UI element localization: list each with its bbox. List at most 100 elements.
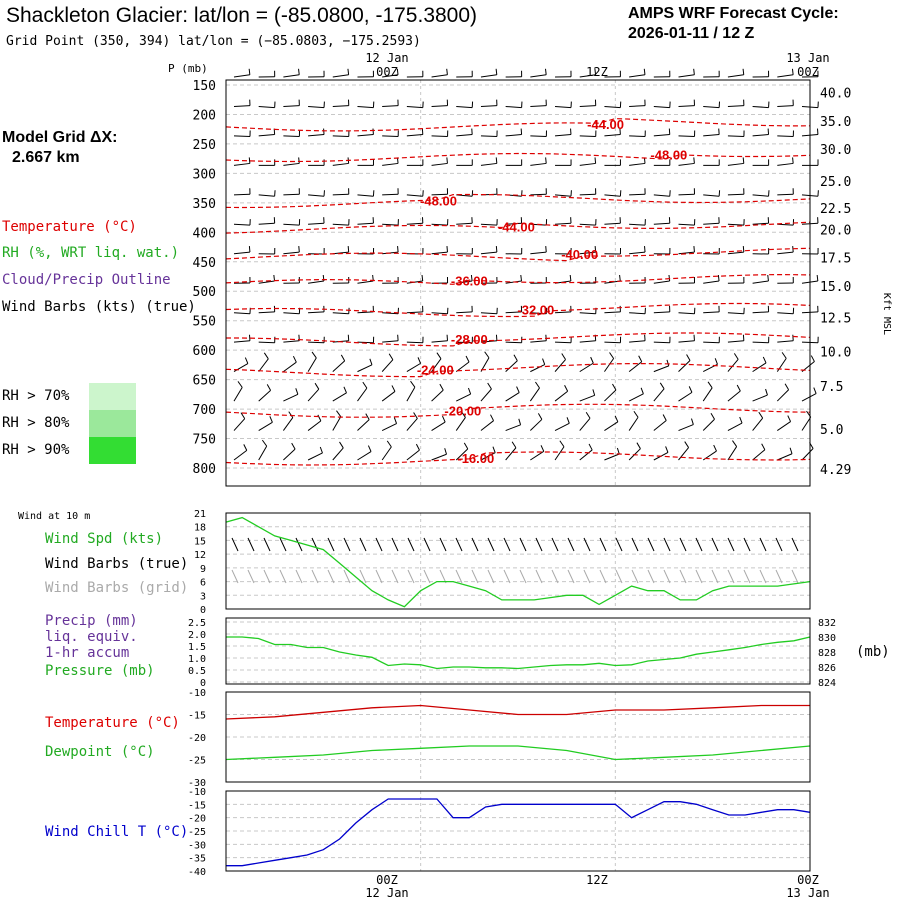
wind-barb-flag (244, 357, 249, 364)
wind-barb-flag (742, 157, 745, 164)
wind-chill-panel: Wind Chill T (°C) -10 -15 -20 -25 -30 -35 -40 (45, 787, 811, 878)
wind-barb-staff (382, 340, 399, 343)
wind-barb-staff (382, 105, 399, 107)
wind-barb-staff (604, 358, 615, 372)
wind-barbs-grid-label: Wind Barbs (grid) (45, 580, 188, 596)
wind-barb-flag (365, 413, 370, 420)
wind-barb-flag (397, 246, 399, 253)
precip-tick-label: 1.0 (188, 654, 206, 665)
wind-barb-flag (733, 353, 739, 360)
height-tick-label: 7.5 (820, 380, 843, 395)
top-hour-00z: 00Z (376, 65, 398, 79)
accum-label: 1-hr accum (45, 645, 129, 661)
wind-barb-flag (421, 274, 424, 282)
wind-barb-true (567, 537, 575, 552)
wind-chill-label: Wind Chill T (°C) (45, 824, 188, 840)
wind-barb-flag (765, 388, 768, 396)
wind-barb-flag (784, 383, 790, 391)
wind-barb-staff (308, 280, 325, 284)
wind-barb (703, 101, 721, 109)
wind-barb (431, 307, 449, 315)
wind-barb (406, 217, 424, 225)
wind-barb-flag (813, 387, 817, 394)
wind-barb (456, 128, 473, 137)
wind-barb-flag (569, 274, 572, 282)
wind-barb-staff (258, 105, 275, 109)
wind-barb-grid (599, 569, 607, 584)
wind-barb-staff (579, 417, 591, 431)
wind-barb-flag (520, 274, 522, 282)
wind-barb (628, 442, 641, 461)
wind-barb (703, 128, 720, 137)
wind-barb-staff (233, 105, 251, 107)
wind-barb (752, 388, 768, 402)
wind-barb-flag (470, 274, 473, 282)
wind-barb-staff (727, 105, 744, 107)
wind-barb (431, 246, 448, 255)
y-tick-label: 12 (194, 550, 206, 561)
wind-barb-flag (609, 352, 615, 359)
wind-barb-staff (431, 453, 447, 461)
wind-barb (727, 219, 745, 226)
wind-barb-staff (332, 193, 349, 196)
pressure-tick-label: 832 (818, 618, 836, 629)
height-axis-label: Kft MSL (881, 293, 892, 335)
wind-barb (752, 443, 766, 461)
wind-barb-flag (467, 387, 472, 395)
wind-barb-true (343, 537, 351, 552)
wind-barb-grid (775, 569, 783, 584)
wind-barb-grid (535, 569, 543, 584)
wind-barb-grid (647, 569, 655, 584)
wind-barb-flag (295, 388, 299, 395)
wind-barb-staff (530, 135, 547, 137)
wind-barb (678, 386, 693, 402)
isotherm-label: -40.00 (561, 247, 598, 262)
wind-barb-staff (678, 391, 693, 402)
wind-barb (258, 274, 276, 284)
wind-barb (777, 334, 794, 343)
wind-barb-true (711, 537, 719, 552)
wind-barb-staff (505, 222, 522, 225)
wind-barb (357, 358, 373, 373)
wind-barb (431, 448, 447, 461)
wind-barb (752, 274, 769, 284)
wind-barb (505, 248, 523, 255)
wind-barb-staff (258, 389, 271, 402)
wind-barb (752, 128, 770, 137)
wind-barb (282, 411, 294, 431)
pressure-tick-label: 700 (193, 403, 216, 418)
wind-barb-flag (693, 68, 695, 75)
y-tick-label: -35 (188, 854, 206, 865)
wind-barb (653, 128, 671, 137)
wind-barb-grid (279, 569, 287, 584)
wind-barb (480, 188, 498, 196)
wind-barb-flag (707, 381, 713, 389)
wind-barb-staff (727, 135, 744, 137)
wind-barb-true (535, 537, 543, 552)
wind-barb (604, 383, 617, 402)
wind-barb (505, 441, 517, 461)
wind-barb-staff (258, 222, 275, 225)
wind-barb-true (695, 537, 703, 552)
wind-barb-staff (727, 422, 743, 431)
wind-barb (530, 188, 547, 196)
wind-barb-staff (752, 280, 769, 284)
wind-barb (579, 412, 591, 431)
wind-barb (332, 441, 344, 461)
y-tick-label: -10 (188, 787, 206, 798)
wind-barb-grid (711, 569, 719, 584)
wind-barb (357, 128, 374, 137)
wind-barb (431, 130, 449, 137)
wind-barb (628, 355, 643, 373)
wind-barb (752, 411, 764, 431)
wind-barb-staff (629, 135, 646, 137)
wind-barb (777, 99, 794, 107)
wind-barb (308, 159, 325, 166)
height-tick-label: 10.0 (820, 345, 851, 360)
wind-barb (258, 416, 273, 431)
wind-barb (431, 157, 448, 166)
wind-barb-staff (283, 162, 300, 166)
wind-barb (629, 130, 646, 137)
wind-barb (258, 352, 269, 372)
wind-barb (777, 219, 795, 226)
